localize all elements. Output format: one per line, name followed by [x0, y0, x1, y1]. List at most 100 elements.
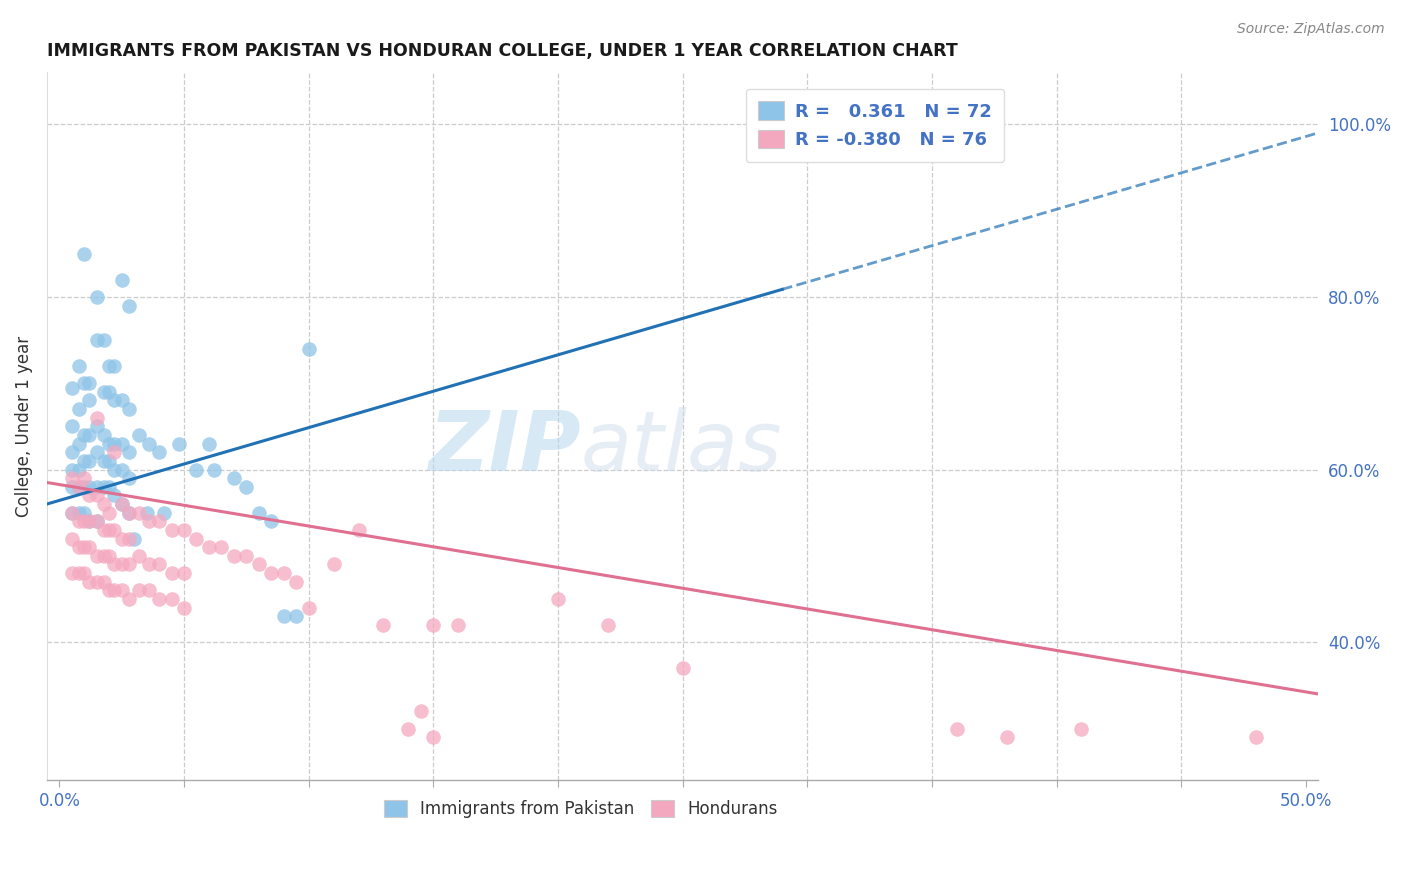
Point: [347, 523, 370, 537]
Point: [1070, 722, 1092, 736]
Point: [77, 514, 100, 528]
Point: [128, 549, 150, 563]
Point: [111, 436, 134, 450]
Point: [285, 609, 308, 624]
Point: [209, 540, 232, 554]
Point: [322, 558, 344, 572]
Point: [103, 558, 125, 572]
Point: [118, 558, 141, 572]
Point: [547, 592, 569, 607]
Point: [148, 445, 170, 459]
Point: [73, 480, 96, 494]
Point: [160, 592, 183, 607]
Point: [86, 514, 108, 528]
Point: [747, 117, 769, 131]
Point: [86, 333, 108, 347]
Point: [73, 376, 96, 391]
Point: [67, 436, 90, 450]
Point: [222, 549, 245, 563]
Y-axis label: College, Under 1 year: College, Under 1 year: [15, 335, 32, 517]
Point: [128, 583, 150, 598]
Point: [98, 480, 121, 494]
Point: [86, 574, 108, 589]
Point: [73, 540, 96, 554]
Point: [73, 428, 96, 442]
Point: [148, 558, 170, 572]
Point: [67, 540, 90, 554]
Point: [86, 419, 108, 434]
Point: [128, 506, 150, 520]
Point: [98, 436, 121, 450]
Point: [60, 471, 83, 485]
Point: [77, 480, 100, 494]
Legend: Immigrants from Pakistan, Hondurans: Immigrants from Pakistan, Hondurans: [377, 794, 785, 825]
Point: [86, 488, 108, 502]
Point: [173, 600, 195, 615]
Point: [138, 583, 160, 598]
Point: [111, 532, 134, 546]
Point: [73, 471, 96, 485]
Point: [118, 592, 141, 607]
Point: [260, 514, 283, 528]
Point: [198, 436, 221, 450]
Point: [60, 380, 83, 394]
Point: [77, 574, 100, 589]
Point: [98, 506, 121, 520]
Point: [111, 497, 134, 511]
Point: [98, 359, 121, 373]
Point: [60, 480, 83, 494]
Text: atlas: atlas: [581, 407, 783, 488]
Point: [73, 246, 96, 260]
Point: [160, 566, 183, 581]
Point: [103, 523, 125, 537]
Point: [93, 549, 115, 563]
Point: [111, 497, 134, 511]
Point: [202, 462, 225, 476]
Text: IMMIGRANTS FROM PAKISTAN VS HONDURAN COLLEGE, UNDER 1 YEAR CORRELATION CHART: IMMIGRANTS FROM PAKISTAN VS HONDURAN COL…: [46, 42, 957, 60]
Point: [138, 514, 160, 528]
Point: [60, 506, 83, 520]
Point: [77, 540, 100, 554]
Point: [86, 514, 108, 528]
Point: [447, 618, 470, 632]
Point: [173, 523, 195, 537]
Point: [67, 480, 90, 494]
Point: [77, 428, 100, 442]
Point: [77, 454, 100, 468]
Point: [60, 506, 83, 520]
Point: [98, 384, 121, 399]
Point: [285, 574, 308, 589]
Point: [1244, 730, 1267, 744]
Point: [167, 436, 190, 450]
Text: ZIP: ZIP: [429, 407, 581, 488]
Point: [222, 471, 245, 485]
Point: [73, 506, 96, 520]
Point: [103, 359, 125, 373]
Point: [118, 402, 141, 417]
Point: [73, 454, 96, 468]
Point: [86, 549, 108, 563]
Point: [93, 454, 115, 468]
Point: [118, 471, 141, 485]
Point: [103, 488, 125, 502]
Point: [103, 393, 125, 408]
Point: [86, 445, 108, 459]
Point: [273, 609, 295, 624]
Point: [118, 298, 141, 312]
Point: [298, 342, 321, 356]
Point: [298, 600, 321, 615]
Point: [67, 462, 90, 476]
Point: [111, 393, 134, 408]
Point: [235, 549, 257, 563]
Point: [118, 445, 141, 459]
Point: [273, 566, 295, 581]
Point: [67, 566, 90, 581]
Point: [77, 514, 100, 528]
Point: [93, 497, 115, 511]
Point: [596, 618, 619, 632]
Point: [86, 480, 108, 494]
Point: [93, 428, 115, 442]
Point: [118, 506, 141, 520]
Text: Source: ZipAtlas.com: Source: ZipAtlas.com: [1237, 22, 1385, 37]
Point: [173, 566, 195, 581]
